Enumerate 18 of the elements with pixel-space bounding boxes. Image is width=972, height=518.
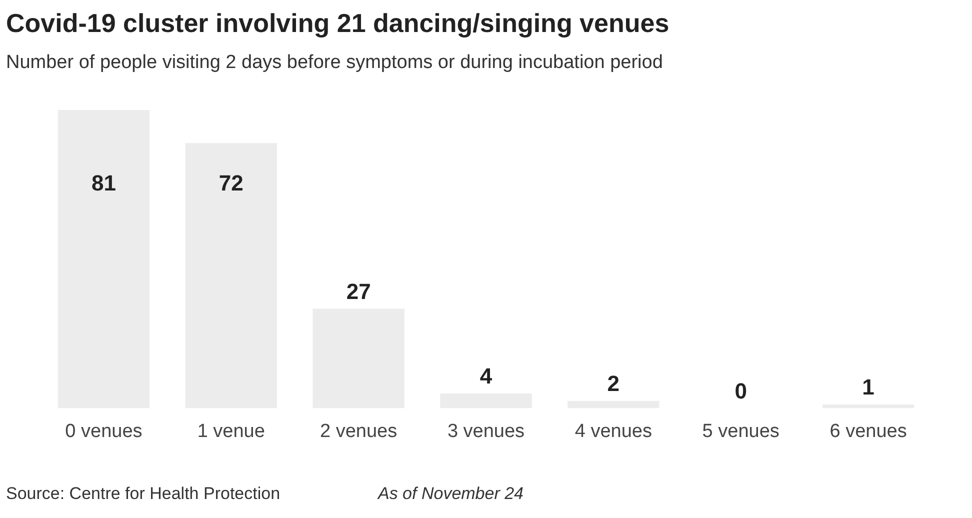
- data-label: 2: [607, 370, 620, 396]
- data-label: 0: [734, 378, 747, 404]
- data-label: 72: [218, 170, 244, 196]
- x-tick-label: 3 venues: [447, 420, 525, 442]
- x-tick-label: 5 venues: [702, 420, 780, 442]
- text: As of November 24: [378, 484, 524, 504]
- x-tick-label: 1 venue: [197, 420, 265, 442]
- x-tick-label: 0 venues: [65, 420, 142, 442]
- chart-subtitle: Number of people visiting 2 days before symptoms or during incubation period: [6, 52, 663, 74]
- chart-title: Covid-19 cluster involving 21 dancing/singing venues: [6, 8, 670, 39]
- data-label: 1: [862, 374, 874, 400]
- data-label: 81: [91, 170, 116, 196]
- x-tick-label: 2 venues: [320, 420, 398, 442]
- data-label: 4: [480, 364, 493, 389]
- source-note: Source: Centre for Health Protection: [6, 484, 280, 504]
- x-tick-label: 4 venues: [574, 420, 652, 442]
- x-tick-label: 6 venues: [830, 420, 907, 442]
- data-label: 27: [346, 278, 371, 304]
